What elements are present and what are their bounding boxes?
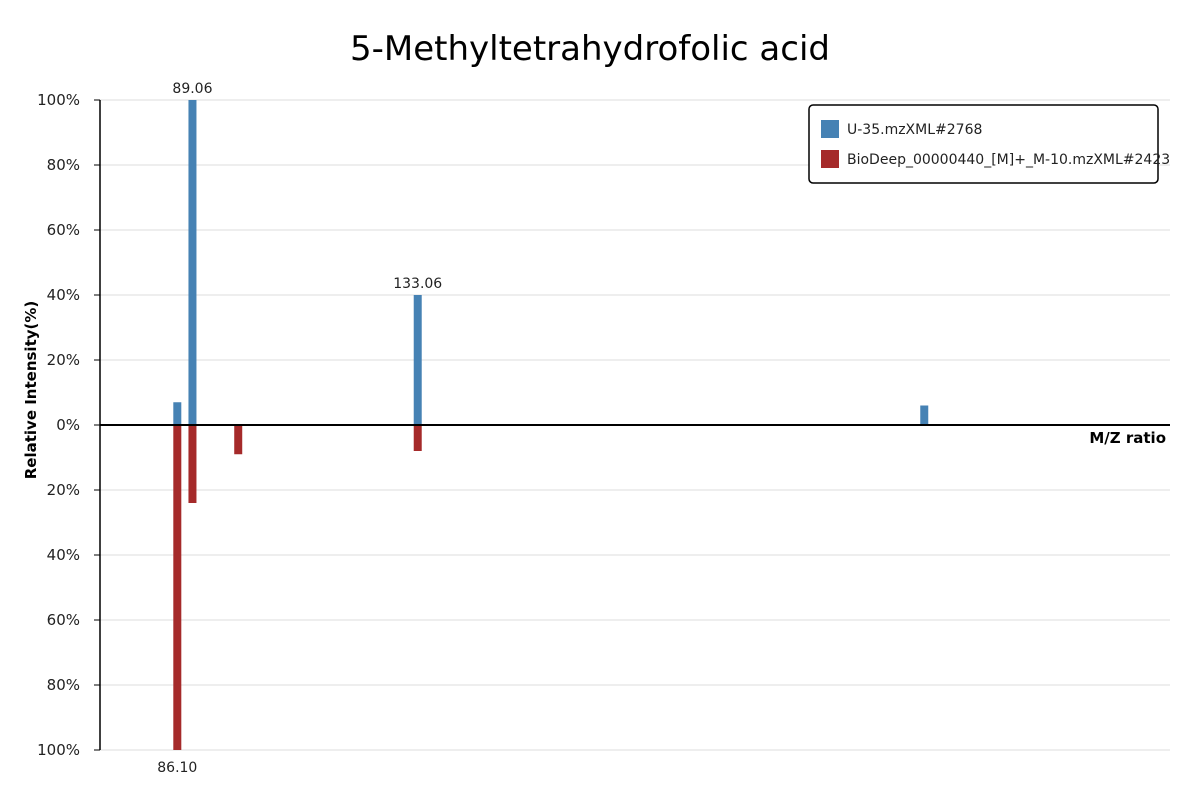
- chart-title: 5-Methyltetrahydrofolic acid: [350, 29, 830, 69]
- y-tick-label: 20%: [47, 351, 80, 369]
- peak-bar-series-1: [920, 405, 929, 425]
- bar-layer: [173, 100, 929, 750]
- label-layer: 89.06 133.06 86.10: [157, 81, 442, 776]
- peak-bar-series-2: [188, 425, 197, 503]
- y-tick-label: 20%: [47, 481, 80, 499]
- peak-bar-series-1: [413, 295, 422, 425]
- legend-box: [808, 104, 1159, 184]
- peak-label: 133.06: [393, 276, 442, 292]
- peak-bar-series-2: [173, 425, 182, 750]
- y-tick-label: 0%: [56, 416, 80, 434]
- y-tick-label: 80%: [47, 676, 80, 694]
- y-tick-label: 100%: [37, 91, 80, 109]
- x-axis-label: M/Z ratio: [1089, 429, 1166, 447]
- peak-label: 89.06: [172, 81, 212, 97]
- peak-bar-series-1: [173, 402, 182, 425]
- axis-layer: 100% 80% 60% 40% 20% 0% 20% 40% 60% 80% 100%: [37, 91, 1170, 759]
- legend-swatch-series-2: [821, 150, 839, 168]
- legend-label-series-1: U-35.mzXML#2768: [847, 122, 982, 138]
- peak-bar-series-2: [413, 425, 422, 451]
- legend-label-series-2: BioDeep_00000440_[M]+_M-10.mzXML#2423: [847, 152, 1170, 168]
- peak-label: 86.10: [157, 760, 197, 776]
- y-tick-label: 60%: [47, 221, 80, 239]
- peak-bar-series-1: [188, 100, 197, 425]
- y-tick-label: 60%: [47, 611, 80, 629]
- grid-layer: [100, 99, 1170, 751]
- y-tick-label: 80%: [47, 156, 80, 174]
- legend: U-35.mzXML#2768 BioDeep_00000440_[M]+_M-…: [808, 104, 1170, 184]
- legend-swatch-series-1: [821, 120, 839, 138]
- peak-bar-series-2: [234, 425, 243, 455]
- y-tick-label: 40%: [47, 546, 80, 564]
- y-tick-label: 40%: [47, 286, 80, 304]
- y-axis-label: Relative Intensity(%): [22, 301, 40, 480]
- y-tick-label: 100%: [37, 741, 80, 759]
